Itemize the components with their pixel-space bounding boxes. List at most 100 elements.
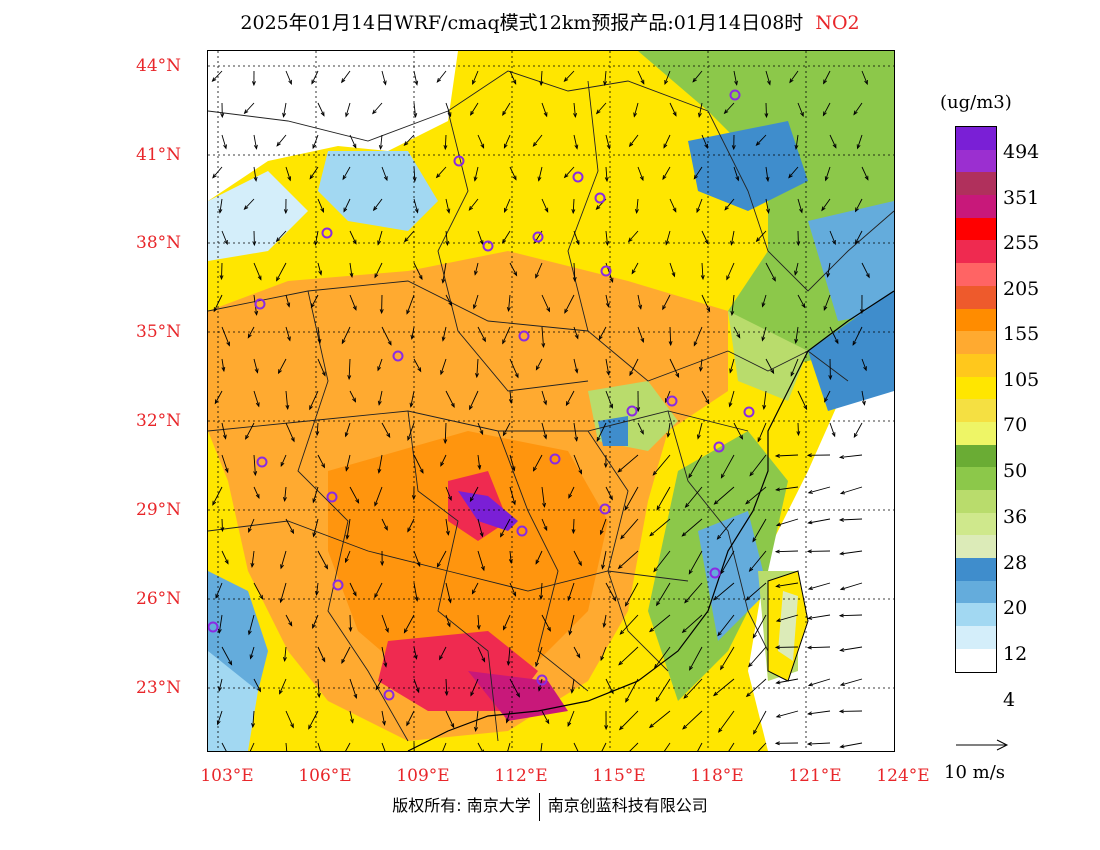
wind-vector-head	[474, 270, 478, 276]
wind-vector	[664, 70, 671, 85]
wind-vector	[649, 614, 671, 632]
wind-vector	[573, 102, 576, 117]
wind-vector	[701, 294, 711, 312]
wind-vector-head	[600, 656, 605, 662]
wind-vector-head	[599, 530, 604, 536]
wind-vector-head	[656, 505, 661, 511]
wind-vector	[477, 550, 485, 571]
wind-vector	[605, 166, 608, 182]
wind-vector-head	[839, 682, 845, 687]
wind-vector-head	[406, 309, 411, 315]
wind-vector	[629, 134, 639, 147]
wind-vector-head	[596, 436, 601, 443]
city-marker	[599, 503, 611, 515]
colorbar-swatch	[956, 172, 996, 196]
city-marker	[572, 171, 584, 183]
wind-vector	[445, 198, 450, 213]
wind-vector-head	[220, 113, 225, 119]
wind-vector	[749, 550, 767, 572]
colorbar-swatch	[956, 240, 996, 264]
wind-vector-head	[377, 366, 382, 372]
wind-vector-head	[838, 709, 844, 714]
wind-vector-head	[224, 559, 229, 565]
wind-vector	[245, 422, 255, 440]
wind-vector-head	[377, 400, 382, 406]
title-text: 2025年01月14日WRF/cmaq模式12km预报产品:01月14日08时	[240, 12, 804, 34]
wind-vector	[861, 166, 869, 180]
wind-vector-head	[250, 562, 255, 569]
wind-vector-head	[605, 240, 610, 247]
wind-vector	[436, 70, 447, 83]
wind-vector	[701, 230, 709, 244]
wind-vector-head	[800, 111, 804, 118]
wind-vector-head	[414, 80, 419, 86]
city-marker	[321, 227, 333, 239]
wind-vector	[244, 198, 255, 210]
wind-vector-head	[472, 304, 477, 310]
wind-vector-head	[854, 207, 859, 213]
wind-vector-head	[288, 79, 292, 85]
wind-vector	[278, 358, 287, 374]
wind-vector-head	[606, 370, 611, 376]
wind-vector-head	[671, 272, 676, 278]
wind-vector-head	[254, 310, 259, 316]
wind-vector-head	[684, 503, 690, 508]
wind-vector	[285, 70, 292, 85]
wind-vector-head	[713, 500, 719, 505]
wind-vector	[700, 358, 703, 371]
wind-vector-head	[310, 303, 315, 309]
wind-vector	[776, 582, 799, 587]
wind-vector	[752, 518, 767, 542]
wind-vector-head	[309, 405, 313, 411]
wind-vector	[509, 390, 512, 403]
wind-vector	[827, 262, 831, 277]
wind-vector	[656, 486, 671, 510]
wind-vector-head	[252, 241, 257, 247]
wind-vector-head	[796, 431, 801, 437]
wind-vector-head	[469, 405, 473, 411]
wind-vector	[252, 710, 255, 728]
wind-vector-head	[692, 77, 697, 83]
wind-vector-head	[713, 595, 719, 601]
wind-vector	[413, 358, 422, 372]
wind-vector-head	[253, 144, 258, 150]
wind-vector-head	[864, 79, 868, 86]
wind-vector-head	[212, 173, 217, 179]
city-marker	[709, 567, 721, 579]
wind-vector-head	[789, 78, 794, 84]
wind-vector	[669, 358, 680, 378]
wind-vector-head	[806, 453, 812, 458]
wind-vector	[341, 326, 351, 344]
colorbar-tick-label: 205	[1003, 278, 1040, 300]
colorbar-swatch	[956, 399, 996, 422]
wind-vector-head	[213, 307, 218, 313]
wind-vector-head	[823, 79, 827, 85]
wind-vector-head	[705, 399, 710, 405]
wind-vector	[345, 550, 351, 563]
wind-vector-head	[775, 618, 781, 623]
wind-vector	[718, 710, 735, 733]
wind-vector	[248, 614, 255, 635]
wind-vector	[573, 262, 576, 282]
wind-vector	[605, 486, 613, 500]
wind-vector-head	[574, 334, 579, 340]
wind-vector	[765, 358, 774, 374]
wind-vector	[345, 742, 351, 751]
wind-vector-head	[249, 654, 254, 660]
wind-vector-head	[730, 240, 734, 246]
wind-vector-head	[287, 176, 292, 182]
wind-vector	[605, 678, 614, 694]
wind-vector-head	[668, 341, 673, 347]
wind-vector	[253, 678, 261, 692]
wind-vector-head	[279, 689, 283, 695]
wind-vector	[348, 358, 351, 380]
wind-vector-head	[541, 343, 546, 349]
colorbar-swatch	[956, 444, 996, 468]
wind-vector	[284, 486, 287, 501]
wind-vector-head	[852, 340, 857, 346]
wind-vector-head	[617, 564, 623, 570]
wind-vector-head	[753, 729, 757, 735]
wind-vector-head	[640, 79, 645, 85]
wind-vector	[840, 486, 863, 494]
wind-vector	[283, 102, 287, 117]
